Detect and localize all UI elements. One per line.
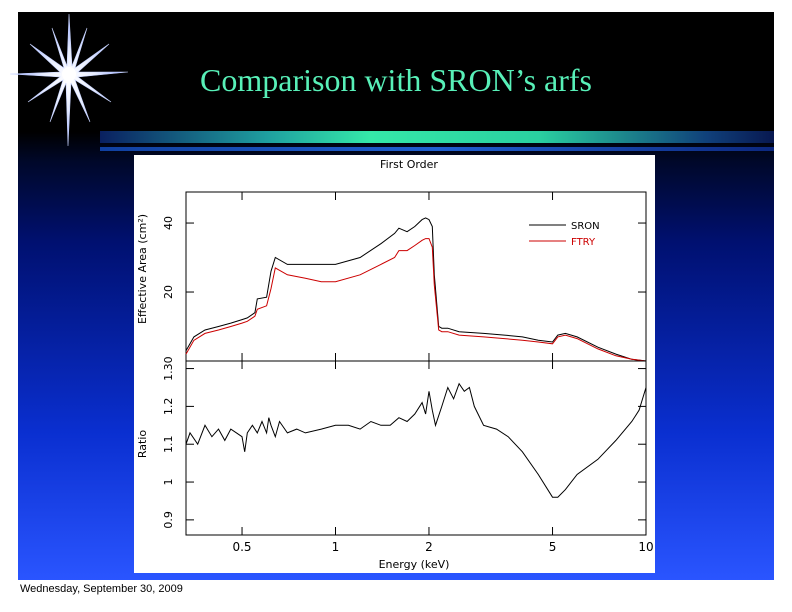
bottom-panel-frame [185,360,647,536]
accent-bar [100,131,774,143]
x-tick-label: 2 [425,540,433,554]
legend-label-ftry: FTRY [571,237,596,248]
top-y-tick-label: 20 [162,285,175,299]
chart-svg: First Order Energy (keV) Effective Area … [136,158,654,571]
top-panel-frame [185,191,647,362]
top-series-ftry-line [185,238,647,362]
bottom-y-axis-label: Ratio [136,430,149,459]
x-tick-label: 5 [549,540,557,554]
chart-panel: First Order Energy (keV) Effective Area … [134,155,655,573]
bottom-y-tick-label: 1.1 [162,435,175,453]
chart-title: First Order [380,158,438,171]
x-tick-label: 0.5 [232,540,251,554]
top-y-axis-label: Effective Area (cm²) [136,214,149,324]
bottom-y-tick-label: 0.9 [162,511,175,529]
x-axis-label: Energy (keV) [379,558,450,571]
footer-date: Wednesday, September 30, 2009 [20,583,183,595]
legend-label-sron: SRON [571,221,600,232]
accent-bar-thin [100,147,774,151]
bottom-y-tick-label: 1 [162,479,175,486]
x-tick-label: 1 [332,540,340,554]
bottom-y-tick-label: 1.30 [162,356,175,381]
bottom-y-tick-label: 1.2 [162,398,175,416]
slide-title: Comparison with SRON’s arfs [200,62,592,98]
top-y-tick-label: 40 [162,216,175,230]
top-series-sron-line [185,217,647,362]
star-burst-icon [9,13,129,147]
x-tick-label: 10 [638,540,653,554]
bottom-series-ratio-line [185,382,647,498]
